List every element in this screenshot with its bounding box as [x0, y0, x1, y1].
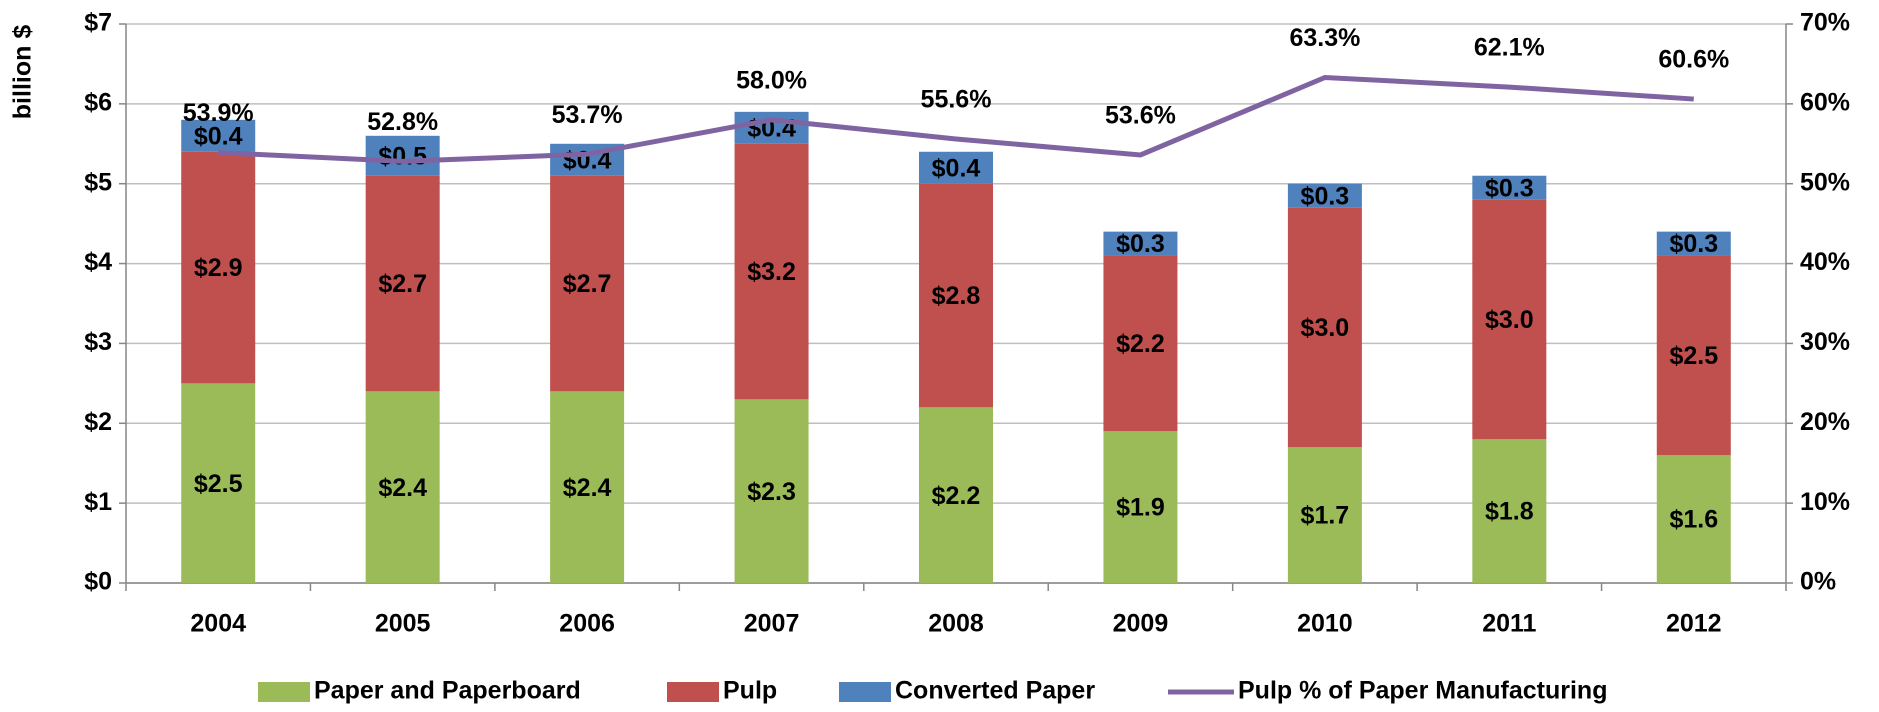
bar-segment: [1287, 447, 1362, 583]
y-tick-label: $4: [84, 248, 112, 276]
legend-label: Paper and Paperboard: [314, 677, 581, 705]
bar-segment: [1472, 175, 1547, 200]
x-tick-label: 2011: [1482, 610, 1536, 638]
bar-segment: [1103, 231, 1178, 256]
data-label: $2.9: [194, 254, 243, 282]
bar-segment: [1656, 455, 1731, 583]
bar-segment: [734, 111, 809, 144]
bar-segment: [550, 391, 625, 583]
data-label: $3.2: [747, 258, 796, 286]
bar-segment: [1656, 231, 1731, 256]
bar-segment: [1472, 439, 1547, 583]
y-tick-label: $3: [84, 328, 112, 356]
y-tick-label: $5: [84, 168, 112, 196]
bar-segment: [181, 119, 256, 152]
data-label: $0.4: [194, 122, 243, 150]
y-tick-label: $0: [84, 568, 112, 596]
legend-label: Pulp % of Paper Manufacturing: [1238, 677, 1607, 705]
data-label: $2.4: [378, 474, 427, 502]
data-label: $1.6: [1669, 506, 1718, 534]
bar-segment: [1287, 207, 1362, 448]
x-tick-label: 2004: [190, 610, 246, 638]
bar-segment: [919, 183, 993, 408]
data-label: $2.5: [1669, 342, 1718, 370]
y2-tick-label: 30%: [1800, 328, 1850, 356]
data-label: $2.4: [563, 474, 612, 502]
data-label: 53.6%: [1105, 102, 1176, 130]
y2-tick-label: 10%: [1800, 488, 1850, 516]
data-label: $2.3: [747, 478, 796, 506]
bar-segment: [1103, 431, 1178, 583]
data-label: $0.3: [1669, 230, 1718, 258]
legend-label: Converted Paper: [895, 677, 1095, 705]
data-label: 55.6%: [921, 86, 992, 114]
y-tick-label: $1: [84, 488, 112, 516]
data-label: $2.7: [378, 270, 427, 298]
x-tick-label: 2012: [1666, 610, 1722, 638]
legend-swatch: [667, 682, 719, 702]
y2-tick-label: 0%: [1800, 568, 1836, 596]
bar-segment: [550, 175, 625, 392]
data-label: $2.2: [932, 482, 981, 510]
data-label: $2.2: [1116, 330, 1165, 358]
bar-segment: [1287, 183, 1362, 208]
data-label: $3.0: [1301, 314, 1350, 342]
data-label: $0.3: [1485, 174, 1534, 202]
data-label: 63.3%: [1289, 24, 1360, 52]
data-label: 60.6%: [1658, 46, 1729, 74]
data-label: $0.4: [932, 154, 981, 182]
data-label: 62.1%: [1474, 34, 1545, 62]
bar-segment: [734, 399, 809, 583]
bar-segment: [365, 135, 440, 176]
data-label: $1.7: [1301, 502, 1350, 530]
data-label: $0.5: [378, 142, 427, 170]
x-tick-label: 2010: [1297, 610, 1353, 638]
data-label: $1.9: [1116, 494, 1165, 522]
bar-segment: [365, 391, 440, 583]
bar-segment: [365, 175, 440, 392]
x-tick-label: 2006: [559, 610, 615, 638]
data-label: $2.7: [563, 270, 612, 298]
bar-segment: [181, 383, 256, 583]
data-label: 53.7%: [552, 101, 623, 129]
bar-segment: [734, 143, 809, 400]
y2-tick-label: 60%: [1800, 88, 1850, 116]
x-tick-label: 2009: [1113, 610, 1169, 638]
data-label: $2.8: [932, 282, 981, 310]
data-label: $1.8: [1485, 498, 1534, 526]
data-label: 53.9%: [183, 99, 254, 127]
bar-segment: [1103, 255, 1178, 432]
data-label: $0.3: [1116, 230, 1165, 258]
data-label: $3.0: [1485, 306, 1534, 334]
data-label: 58.0%: [736, 66, 807, 94]
x-tick-label: 2008: [928, 610, 984, 638]
bar-segment: [181, 151, 256, 384]
legend-label: Pulp: [723, 677, 777, 705]
y2-tick-label: 40%: [1800, 248, 1850, 276]
y-axis-label: billion $: [9, 25, 37, 120]
y-tick-label: $2: [84, 408, 112, 436]
legend-swatch: [258, 682, 310, 702]
line-series: [218, 74, 1694, 164]
x-tick-label: 2005: [375, 610, 431, 638]
y2-tick-label: 20%: [1800, 408, 1850, 436]
data-label: 52.8%: [367, 108, 438, 136]
y2-tick-label: 50%: [1800, 168, 1850, 196]
bar-segment: [1472, 199, 1547, 440]
legend-swatch: [839, 682, 891, 702]
x-tick-label: 2007: [744, 610, 800, 638]
data-label: $2.5: [194, 470, 243, 498]
bar-segment: [1656, 255, 1731, 456]
y2-tick-label: 70%: [1800, 9, 1850, 37]
bar-segment: [919, 151, 993, 184]
y-tick-label: $6: [84, 88, 112, 116]
bar-segment: [919, 407, 993, 583]
y-tick-label: $7: [84, 9, 112, 37]
data-label: $0.3: [1301, 182, 1350, 210]
